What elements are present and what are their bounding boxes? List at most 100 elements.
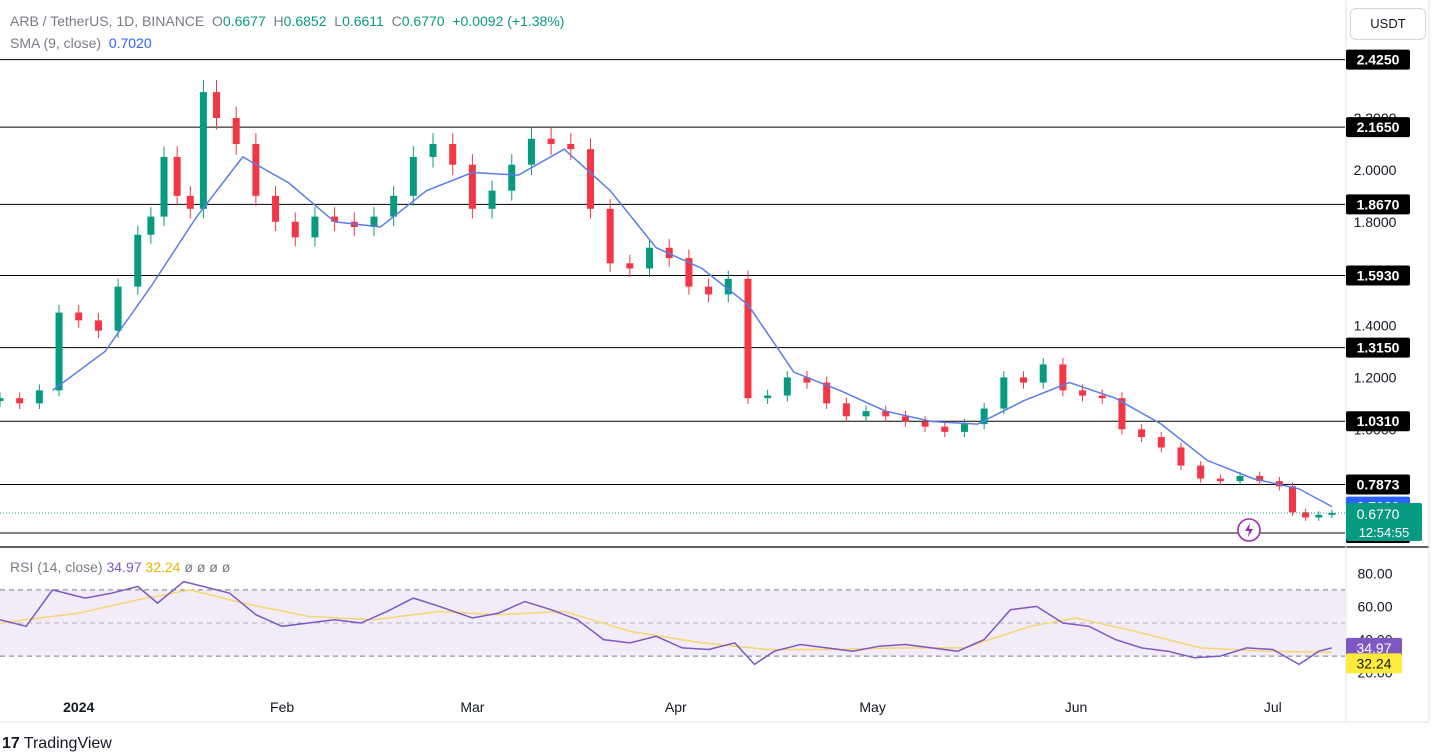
sma-legend[interactable]: SMA (9, close) 0.7020 [10,35,152,51]
candle-body [567,143,575,150]
open-value: 0.6677 [222,13,266,29]
rsi-label: RSI (14, close) [10,559,103,575]
candle-body [508,164,516,191]
symbol-header: ARB / TetherUS, 1D, BINANCE O0.6677 H0.6… [10,13,564,29]
candle-body [941,426,949,432]
candle-body [901,416,909,422]
candle-body [390,195,398,217]
candle-body [1289,486,1297,513]
candle-body [1039,364,1047,383]
candle-body [75,312,83,321]
candle-body [173,156,181,196]
rsi-tick-label: 80.00 [1357,565,1392,581]
rsi-value: 34.97 [106,559,142,575]
level-label-bg [1346,194,1410,215]
candle-body [1216,478,1224,482]
time-tick-label: May [859,699,885,715]
candle-body [488,190,496,209]
candle-body [94,320,102,331]
candle-body [331,216,339,222]
candle-body [35,390,43,404]
level-label: 1.8670 [1357,196,1400,212]
candle-body [147,216,155,235]
level-label: 2.4250 [1357,52,1400,68]
level-label-bg [1346,411,1410,432]
last-price-tag-bg [1346,503,1422,542]
candle-body [606,208,614,264]
low-value: 0.6611 [342,13,384,29]
candle-body [232,118,240,144]
rsi-ma-line [0,589,1332,654]
candle-body [1157,437,1165,448]
low-label: L [334,13,343,29]
rsi-tag-bg [1346,637,1402,658]
candle-body [1059,364,1067,391]
candle-body [199,92,207,209]
candle-body [547,138,555,144]
level-label: 1.5930 [1357,267,1400,283]
sma-line [52,148,1333,508]
tradingview-brand: TradingView [23,735,112,752]
change-value: +0.0092 (+1.38%) [452,13,565,29]
candle-body [823,382,831,404]
candle-body [724,278,732,295]
candle-body [1118,398,1126,430]
candle-body [783,377,791,396]
level-label: 2.1650 [1357,119,1400,135]
tradingview-footer[interactable]: 17 TradingView [2,735,112,753]
candle-body [114,286,122,331]
candle-body [1098,395,1106,399]
rsi-line [0,580,1333,666]
candle-body [764,395,772,399]
candle-body [882,411,890,417]
candle-body [842,403,850,417]
time-tick-label: Apr [665,699,687,715]
candle-body [980,408,988,425]
candle-body [252,143,260,196]
rsi-legend[interactable]: RSI (14, close) 34.97 32.24 ø ø ø ø [10,559,230,575]
candle-body [1138,429,1146,438]
candle-body [1236,475,1244,482]
time-tick-label: Mar [460,699,484,715]
candle-body [1256,475,1264,482]
rsi-tick-label: 60.00 [1357,598,1392,614]
close-label: C [391,13,402,29]
time-tick-label: Jun [1065,699,1088,715]
currency-button[interactable]: USDT [1350,8,1426,40]
candle-body [744,278,752,399]
tradingview-logo: 17 [2,735,20,752]
level-label-bg [1346,117,1410,138]
candle-body [0,398,4,402]
candle-body [646,247,654,269]
candle-body [429,143,437,157]
price-tick-label: 1.2000 [1354,369,1397,385]
candle-body [468,164,476,209]
time-tick-label: Feb [270,699,294,715]
symbol-title: ARB / TetherUS, 1D, BINANCE [10,13,205,29]
candle-body [921,421,929,427]
level-label-bg [1346,265,1410,286]
rsi-tag: 34.97 [1356,640,1391,656]
candle-body [1197,465,1205,479]
candle-body [1079,390,1087,396]
rsi-extra-3: ø [209,559,218,575]
candle-body [705,286,713,295]
candle-body [862,411,870,417]
candle-body [213,92,221,119]
rsi-ma-tag-bg [1346,653,1402,674]
last-price-tag: 0.6770 [1357,506,1400,522]
time-tick-label: 2024 [63,699,94,715]
candle-body [186,195,194,209]
level-label: 1.3150 [1357,340,1400,356]
candle-body [1177,447,1185,466]
level-label: 1.0310 [1357,413,1400,429]
candle-body [449,143,457,165]
rsi-ma-value: 32.24 [145,559,181,575]
candle-body [685,258,693,287]
candle-body [1000,377,1008,409]
open-label: O [212,13,223,29]
candle-body [1020,377,1028,383]
candle-body [527,138,535,165]
